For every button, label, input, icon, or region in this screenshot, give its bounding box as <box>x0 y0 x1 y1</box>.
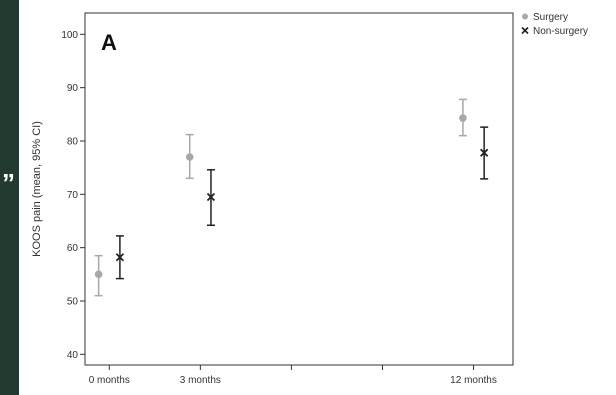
panel-label: A <box>101 30 117 55</box>
y-tick-label: 90 <box>67 83 79 94</box>
series-non-surgery <box>115 126 489 280</box>
legend-marker <box>521 26 529 35</box>
data-point <box>206 192 216 202</box>
y-tick-label: 40 <box>67 350 79 361</box>
y-tick-label: 60 <box>67 243 79 254</box>
y-tick-label: 50 <box>67 297 79 308</box>
y-axis-label: KOOS pain (mean, 95% CI) <box>31 121 43 257</box>
legend-marker <box>522 13 528 20</box>
data-point <box>480 148 489 157</box>
axes: 40 50 60 70 80 90 100 0 months 3 months 12 months <box>61 30 497 386</box>
x-tick-label: 3 months <box>180 375 221 386</box>
legend: Surgery Non-surgery <box>521 12 588 37</box>
x-tick-label: 12 months <box>450 375 497 386</box>
legend-label: Non-surgery <box>533 26 588 37</box>
y-tick-label: 80 <box>67 137 79 148</box>
quote-mark: ” <box>2 168 15 198</box>
y-tick-label: 70 <box>67 190 79 201</box>
y-tick-label: 100 <box>61 30 78 41</box>
data-point <box>459 114 467 122</box>
data-point <box>115 253 125 262</box>
data-point <box>185 153 194 161</box>
plot-frame <box>84 12 514 366</box>
series-surgery <box>94 98 467 297</box>
data-point <box>94 270 103 279</box>
data-marks <box>94 98 489 297</box>
legend-label: Surgery <box>533 12 568 23</box>
x-tick-label: 0 months <box>89 375 130 386</box>
figure-panel <box>19 0 616 395</box>
